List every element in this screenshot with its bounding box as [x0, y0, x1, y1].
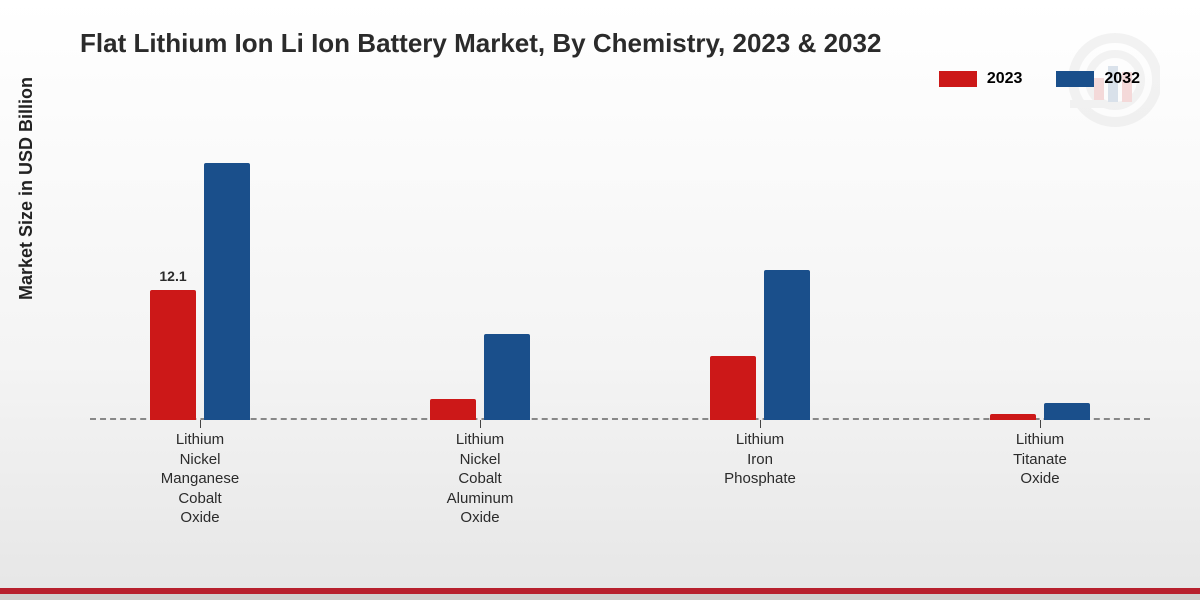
- bar-value-label-0: 12.1: [146, 268, 200, 284]
- category-label-0: LithiumNickelManganeseCobaltOxide: [110, 430, 290, 528]
- legend-label-2032: 2032: [1104, 70, 1140, 88]
- bottom-band: [0, 588, 1200, 600]
- legend-item-2032: 2032: [1056, 70, 1140, 88]
- category-label-2: LithiumIronPhosphate: [670, 430, 850, 489]
- bar-2032-3: [1044, 403, 1090, 420]
- chart-title: Flat Lithium Ion Li Ion Battery Market, …: [80, 28, 881, 59]
- bar-2032-2: [764, 270, 810, 420]
- tick-1: [480, 420, 481, 428]
- tick-2: [760, 420, 761, 428]
- tick-0: [200, 420, 201, 428]
- legend-swatch-2023: [939, 71, 977, 87]
- category-label-1: LithiumNickelCobaltAluminumOxide: [390, 430, 570, 528]
- legend-swatch-2032: [1056, 71, 1094, 87]
- bar-2023-0: [150, 290, 196, 420]
- plot-area: 12.1 LithiumNickelManganeseCobaltOxide L…: [90, 120, 1150, 420]
- bar-2023-3: [990, 414, 1036, 420]
- y-axis-label: Market Size in USD Billion: [16, 77, 37, 300]
- bar-2032-0: [204, 163, 250, 420]
- legend-item-2023: 2023: [939, 70, 1023, 88]
- bottom-band-grey: [0, 594, 1200, 600]
- legend-label-2023: 2023: [987, 70, 1023, 88]
- chart-container: Flat Lithium Ion Li Ion Battery Market, …: [0, 0, 1200, 600]
- tick-3: [1040, 420, 1041, 428]
- bar-2032-1: [484, 334, 530, 420]
- bar-2023-1: [430, 399, 476, 420]
- category-label-3: LithiumTitanateOxide: [950, 430, 1130, 489]
- legend: 2023 2032: [939, 70, 1140, 88]
- bar-2023-2: [710, 356, 756, 420]
